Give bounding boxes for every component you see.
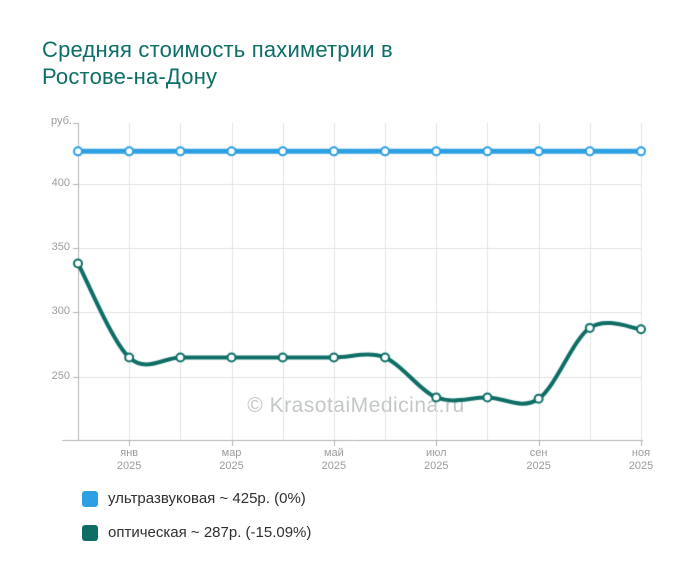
- y-tick-label: 350: [51, 240, 70, 253]
- x-tick-label: янв 2025: [116, 447, 142, 472]
- legend-swatch-ultrasound: [82, 490, 98, 507]
- y-axis-unit-label: руб.: [51, 115, 72, 127]
- legend-swatch-optical: [82, 524, 98, 541]
- x-tick-label: ноя 2025: [628, 447, 654, 472]
- chart-legend: ультразвуковая ~ 425р. (0%) оптическая ~…: [82, 490, 311, 558]
- legend-item-optical[interactable]: оптическая ~ 287р. (-15.09%): [82, 524, 311, 541]
- y-tick-label: 400: [51, 176, 70, 189]
- x-tick-label: сен 2025: [526, 447, 551, 472]
- legend-label-optical: оптическая ~ 287р. (-15.09%): [108, 524, 312, 541]
- y-tick-label: 250: [51, 369, 70, 382]
- x-tick-label: мар 2025: [219, 447, 244, 472]
- y-tick-label: 300: [51, 305, 70, 318]
- legend-item-ultrasound[interactable]: ультразвуковая ~ 425р. (0%): [82, 490, 311, 507]
- x-tick-label: июл 2025: [424, 447, 449, 472]
- legend-label-ultrasound: ультразвуковая ~ 425р. (0%): [108, 490, 306, 507]
- x-tick-label: май 2025: [321, 447, 347, 472]
